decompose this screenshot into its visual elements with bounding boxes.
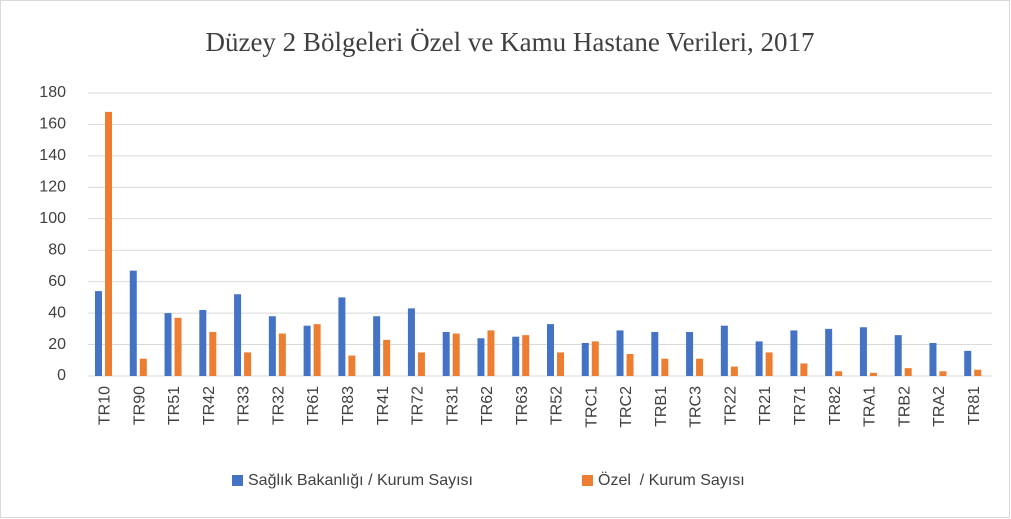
x-tick-label: TR32 [270,386,287,425]
bar [964,350,972,376]
x-tick-label: TR31 [444,386,461,425]
bar [303,325,311,376]
bar [487,330,495,376]
bar [974,369,982,376]
legend-label: Sağlık Bakanlığı / Kurum Sayısı [248,472,473,489]
y-tick-label: 80 [48,241,66,258]
x-tick-label: TRC2 [618,386,635,428]
bar [348,355,356,376]
y-tick-label: 160 [39,116,66,133]
x-tick-label: TR90 [131,386,148,425]
bar [95,291,102,376]
bar [616,330,624,376]
bar [477,338,485,376]
y-tick-label: 60 [48,273,66,290]
x-tick-label: TR71 [792,386,809,425]
y-tick-label: 20 [48,336,66,353]
bar [244,352,252,376]
x-tick-label: TRB1 [653,386,670,427]
legend-swatch [582,475,593,486]
bar [730,366,738,376]
bar [338,297,346,376]
x-tick-label: TR21 [757,386,774,425]
y-tick-label: 100 [39,210,66,227]
bar [686,331,694,376]
bar [547,324,554,376]
bar [407,308,415,376]
bar [904,368,912,376]
bar [696,358,704,376]
y-tick-label: 40 [48,304,66,321]
bar [869,372,877,376]
bar [452,333,460,376]
x-tick-label: TR81 [966,386,983,425]
x-tick-label: TR33 [236,386,253,425]
bar [765,352,773,376]
bar [164,313,172,376]
bar [790,330,798,376]
bar [512,336,520,376]
bar [209,331,217,376]
bar [129,270,137,376]
bar [825,328,833,376]
legend-swatch [232,475,243,486]
x-tick-label: TR83 [340,386,357,425]
bar [278,333,286,376]
bar [800,363,808,376]
bar [581,342,589,376]
bar [199,309,207,376]
bar [105,111,112,376]
x-tick-label: TR62 [479,386,496,425]
x-tick-label: TR61 [305,386,322,425]
bar [591,341,599,376]
x-tick-label: TR52 [549,386,566,425]
bar [373,316,381,376]
bar [626,353,634,376]
bar [894,335,902,376]
bar [268,316,276,376]
x-tick-label: TR41 [375,386,392,425]
bar [835,371,843,376]
y-tick-label: 140 [39,147,66,164]
x-tick-label: TR10 [97,386,114,425]
legend-label: Özel / Kurum Sayısı [598,471,745,489]
bar [651,331,659,376]
x-tick-label: TR51 [166,386,183,425]
bar [557,352,564,376]
bar [522,335,530,376]
y-tick-label: 120 [39,179,66,196]
bar [939,371,947,376]
y-tick-label: 0 [57,367,66,384]
x-tick-label: TRB2 [896,386,913,427]
bar [417,352,425,376]
x-tick-label: TR72 [410,386,427,425]
x-tick-label: TR82 [827,386,844,425]
x-tick-label: TRC1 [583,386,600,428]
bar [859,327,867,376]
y-tick-label: 180 [39,84,66,101]
bar [234,294,242,376]
bar [929,342,937,376]
x-tick-label: TR63 [514,386,531,425]
x-tick-label: TRC3 [688,386,705,428]
bar [661,358,669,376]
bar [442,331,450,376]
bar [383,339,391,376]
bar [174,317,182,376]
x-tick-label: TRA1 [862,386,879,427]
x-tick-label: TRA2 [931,386,948,427]
x-tick-label: TR42 [201,386,218,425]
chart-title: Düzey 2 Bölgeleri Özel ve Kamu Hastane V… [205,27,814,57]
bar [755,341,763,376]
bar [139,358,147,376]
bar [720,325,728,376]
x-tick-label: TR22 [722,386,739,425]
bar [313,324,321,376]
